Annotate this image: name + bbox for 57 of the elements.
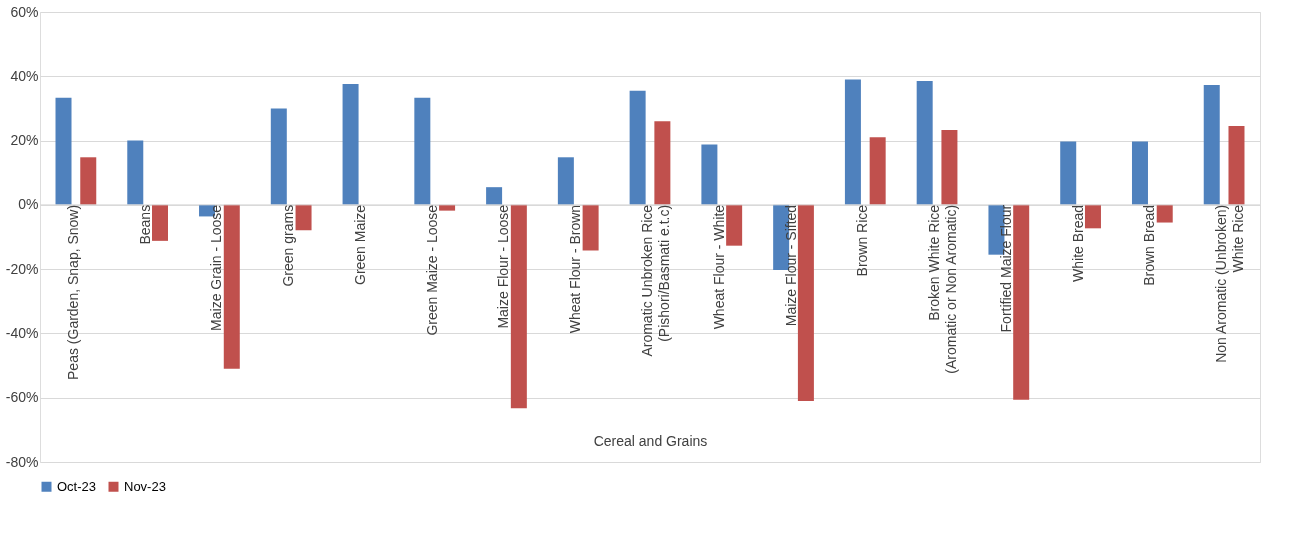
- bar: [582, 204, 599, 251]
- y-tick-label: -20%: [5, 260, 39, 277]
- x-tick-label: Maize Flour - Sifted: [782, 204, 799, 327]
- x-tick-label: Brown Rice: [854, 204, 871, 277]
- x-tick-label: Maize Flour - Loose: [495, 204, 512, 329]
- x-tick-label: Peas (Garden, Snap, Snow): [64, 204, 81, 380]
- y-tick-label: -80%: [5, 453, 39, 470]
- bar: [342, 84, 359, 205]
- bar: [1203, 84, 1220, 205]
- bar: [223, 204, 240, 369]
- bar: [629, 90, 646, 205]
- x-tick-label: Fortified Maize Flour: [997, 204, 1014, 333]
- bar: [726, 204, 743, 246]
- bar: [869, 137, 886, 205]
- y-tick-label: 20%: [10, 132, 39, 149]
- x-tick-label: Non Aromatic (Unbroken) White Rice: [1213, 204, 1247, 363]
- bar: [80, 157, 97, 205]
- y-tick-label: -40%: [5, 324, 39, 341]
- bar: [1131, 141, 1148, 205]
- x-tick-label: Broken White Rice (Aromatic or Non Aromatic): [926, 204, 960, 374]
- bar: [270, 108, 287, 205]
- bar: [701, 144, 718, 205]
- x-tick-label: Aromatic Unbroken Rice (Pishori/Basmati e.t.c): [639, 204, 672, 357]
- x-axis-title: Cereal and Grains: [593, 432, 708, 449]
- bar: [916, 81, 933, 205]
- bar: [152, 204, 169, 241]
- y-tick-label: 0%: [18, 196, 39, 213]
- x-tick-label: Green grams: [280, 204, 297, 287]
- bar: [654, 121, 671, 205]
- bar: [295, 204, 312, 231]
- legend-label: Oct-23: [57, 478, 97, 494]
- bar: [55, 97, 72, 205]
- x-tick-label: White Bread: [1069, 204, 1086, 282]
- x-tick-label: Maize Grain - Loose: [208, 204, 225, 331]
- x-tick-label: Green Maize - Loose: [423, 204, 440, 336]
- bar: [941, 129, 958, 205]
- bar: [1060, 141, 1077, 205]
- y-tick-label: 60%: [10, 3, 39, 20]
- bar: [1228, 126, 1245, 205]
- legend-label: Nov-23: [124, 478, 166, 494]
- bar: [844, 79, 861, 205]
- y-tick-label: -60%: [5, 389, 39, 406]
- bar: [557, 157, 574, 205]
- x-tick-label: Wheat Flour - White: [710, 204, 727, 330]
- x-tick-label: Brown Bread: [1141, 204, 1158, 286]
- x-tick-label: Beans: [136, 204, 153, 245]
- bar: [1013, 204, 1030, 400]
- bar: [510, 204, 527, 409]
- x-tick-label: Green Maize: [351, 204, 368, 286]
- bar: [414, 97, 431, 205]
- bar: [1084, 204, 1101, 229]
- bar: [1156, 204, 1173, 223]
- bar: [127, 140, 144, 205]
- bar: [486, 187, 503, 205]
- x-tick-label: Wheat Flour - Brown: [567, 204, 584, 334]
- bar: [797, 204, 814, 401]
- y-tick-label: 40%: [10, 67, 39, 84]
